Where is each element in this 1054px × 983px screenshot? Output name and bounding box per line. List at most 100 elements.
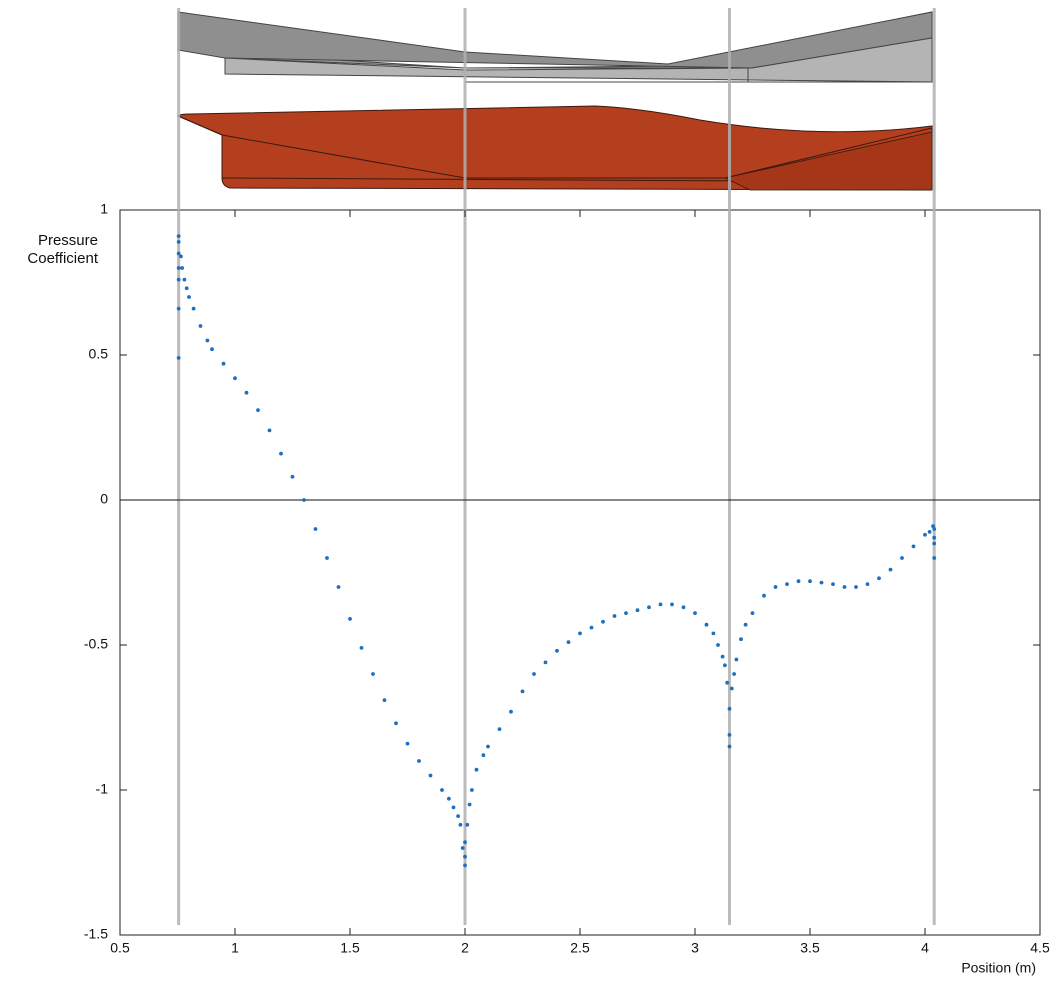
point: [578, 632, 582, 636]
x-tick-label: 3.5: [800, 940, 820, 956]
point: [456, 814, 460, 818]
y-tick-label: -1.5: [84, 926, 108, 942]
point: [192, 307, 196, 311]
point: [705, 623, 709, 627]
point: [544, 661, 548, 665]
point: [468, 803, 472, 807]
point: [177, 356, 181, 360]
point: [291, 475, 295, 479]
point: [735, 658, 739, 662]
point: [383, 698, 387, 702]
point: [199, 324, 203, 328]
point: [429, 774, 433, 778]
point: [567, 640, 571, 644]
point: [482, 753, 486, 757]
point: [636, 608, 640, 612]
point: [222, 362, 226, 366]
point: [923, 533, 927, 537]
point: [463, 864, 467, 868]
point: [180, 266, 184, 270]
y-tick-label: 1: [100, 201, 108, 217]
point: [440, 788, 444, 792]
point: [889, 568, 893, 572]
point: [463, 855, 467, 859]
point: [555, 649, 559, 653]
point: [900, 556, 904, 560]
point: [659, 603, 663, 607]
point: [647, 605, 651, 609]
x-tick-label: 2: [461, 940, 469, 956]
point: [932, 542, 936, 546]
point: [314, 527, 318, 531]
y-tick-label: 0: [100, 491, 108, 507]
y-tick-label: 0.5: [89, 346, 109, 362]
page: {"chart_data": { "type": "scatter", "xla…: [0, 0, 1054, 983]
point: [360, 646, 364, 650]
point: [279, 452, 283, 456]
point: [820, 581, 824, 585]
point: [877, 576, 881, 580]
point: [177, 278, 181, 282]
point: [785, 582, 789, 586]
point: [590, 626, 594, 630]
point: [183, 278, 187, 282]
point: [245, 391, 249, 395]
point: [808, 579, 812, 583]
point: [721, 655, 725, 659]
point: [177, 240, 181, 244]
point: [233, 376, 237, 380]
x-tick-label: 1.5: [340, 940, 360, 956]
plot-frame: [120, 210, 1040, 935]
point: [177, 307, 181, 311]
point: [732, 672, 736, 676]
point: [459, 823, 463, 827]
point: [928, 530, 932, 534]
point: [394, 721, 398, 725]
point: [843, 585, 847, 589]
point: [348, 617, 352, 621]
point: [762, 594, 766, 598]
point: [831, 582, 835, 586]
point: [406, 742, 410, 746]
point: [447, 797, 451, 801]
point: [206, 339, 210, 343]
point: [417, 759, 421, 763]
point: [728, 745, 732, 749]
point: [486, 745, 490, 749]
point: [302, 498, 306, 502]
point: [932, 556, 936, 560]
point: [682, 605, 686, 609]
point: [613, 614, 617, 618]
point: [744, 623, 748, 627]
point: [670, 603, 674, 607]
x-tick-label: 3: [691, 940, 699, 956]
point: [461, 846, 465, 850]
point: [187, 295, 191, 299]
point: [177, 266, 181, 270]
point: [521, 690, 525, 694]
point: [470, 788, 474, 792]
point: [728, 733, 732, 737]
point: [256, 408, 260, 412]
point: [179, 255, 183, 259]
point: [751, 611, 755, 615]
x-tick-label: 2.5: [570, 940, 590, 956]
point: [797, 579, 801, 583]
point: [912, 545, 916, 549]
x-tick-label: 4.5: [1030, 940, 1050, 956]
point: [866, 582, 870, 586]
point: [465, 823, 469, 827]
point: [268, 429, 272, 433]
point: [739, 637, 743, 641]
point: [624, 611, 628, 615]
point: [774, 585, 778, 589]
gray-body: [178, 12, 932, 82]
point: [854, 585, 858, 589]
point: [452, 806, 456, 810]
point: [463, 840, 467, 844]
point: [932, 527, 936, 531]
x-tick-label: 1: [231, 940, 239, 956]
x-tick-label: 0.5: [110, 940, 130, 956]
chart: Position (m) 0.511.522.533.544.5-1.5-1-0…: [0, 0, 1054, 983]
point: [601, 620, 605, 624]
